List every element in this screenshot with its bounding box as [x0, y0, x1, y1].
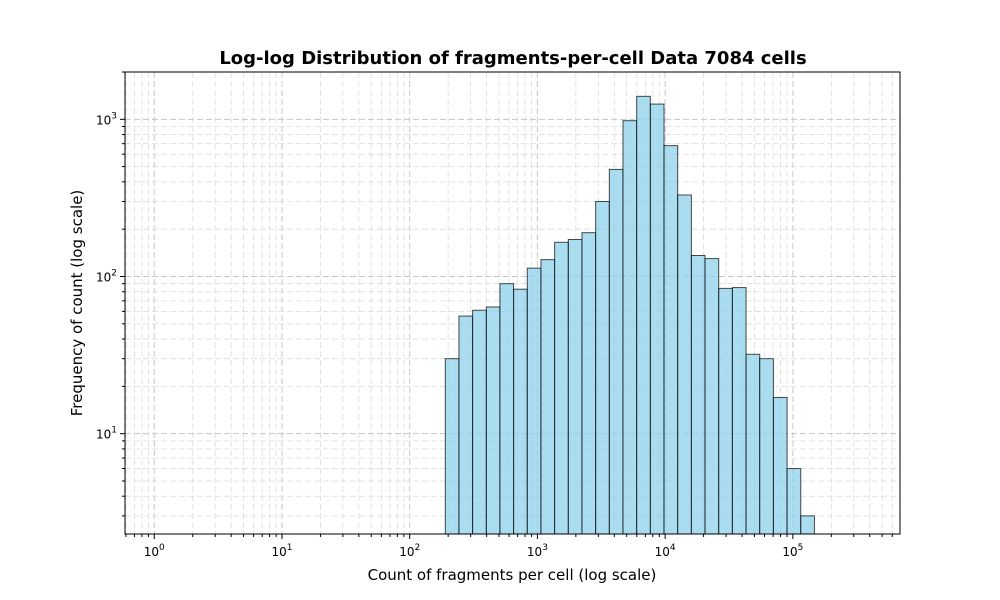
histogram-bar: [581, 232, 597, 535]
histogram-bar: [622, 120, 638, 535]
x-tick-label: 103: [527, 543, 548, 559]
histogram-bar: [786, 468, 802, 535]
histogram-bars: [444, 95, 815, 535]
histogram-bar: [472, 309, 487, 535]
histogram-bar: [772, 396, 788, 535]
histogram-bar: [636, 95, 651, 535]
x-tick-label: 100: [144, 543, 165, 559]
x-tick-label: 102: [399, 543, 420, 559]
x-axis-label: Count of fragments per cell (log scale): [368, 566, 657, 584]
histogram-bar: [608, 168, 624, 535]
x-tick-label: 101: [271, 543, 292, 559]
histogram-bar: [759, 358, 774, 535]
histogram-bar: [444, 358, 460, 535]
histogram-bar: [649, 103, 665, 535]
histogram-bar: [526, 267, 542, 535]
chart-title: Log-log Distribution of fragments-per-ce…: [219, 48, 806, 69]
histogram-bar: [677, 194, 692, 535]
histogram-bar: [513, 288, 528, 535]
axis-ticks: 100 101 102 103 104 105 101 102 103: [96, 71, 893, 559]
histogram-bar: [554, 241, 569, 535]
histogram-bar: [663, 145, 679, 535]
histogram-bar: [485, 306, 501, 535]
histogram-bar: [704, 258, 720, 535]
histogram-bar: [567, 238, 583, 535]
histogram-bar: [718, 287, 733, 535]
histogram-bar: [690, 255, 706, 535]
histogram-bar: [745, 353, 761, 535]
x-tick-label: 105: [782, 543, 803, 559]
y-tick-label: 101: [96, 426, 117, 442]
y-tick-label: 102: [96, 269, 117, 285]
histogram-bar: [800, 515, 815, 535]
histogram-bar: [731, 287, 747, 535]
y-axis-label: Frequency of count (log scale): [68, 190, 86, 417]
x-tick-label: 104: [655, 543, 676, 559]
histogram-bar: [499, 283, 515, 535]
histogram-bar: [540, 259, 556, 535]
plot-frame: [124, 71, 901, 535]
histogram-bar: [458, 315, 474, 535]
y-tick-label: 103: [96, 111, 117, 127]
histogram-bar: [595, 201, 610, 535]
